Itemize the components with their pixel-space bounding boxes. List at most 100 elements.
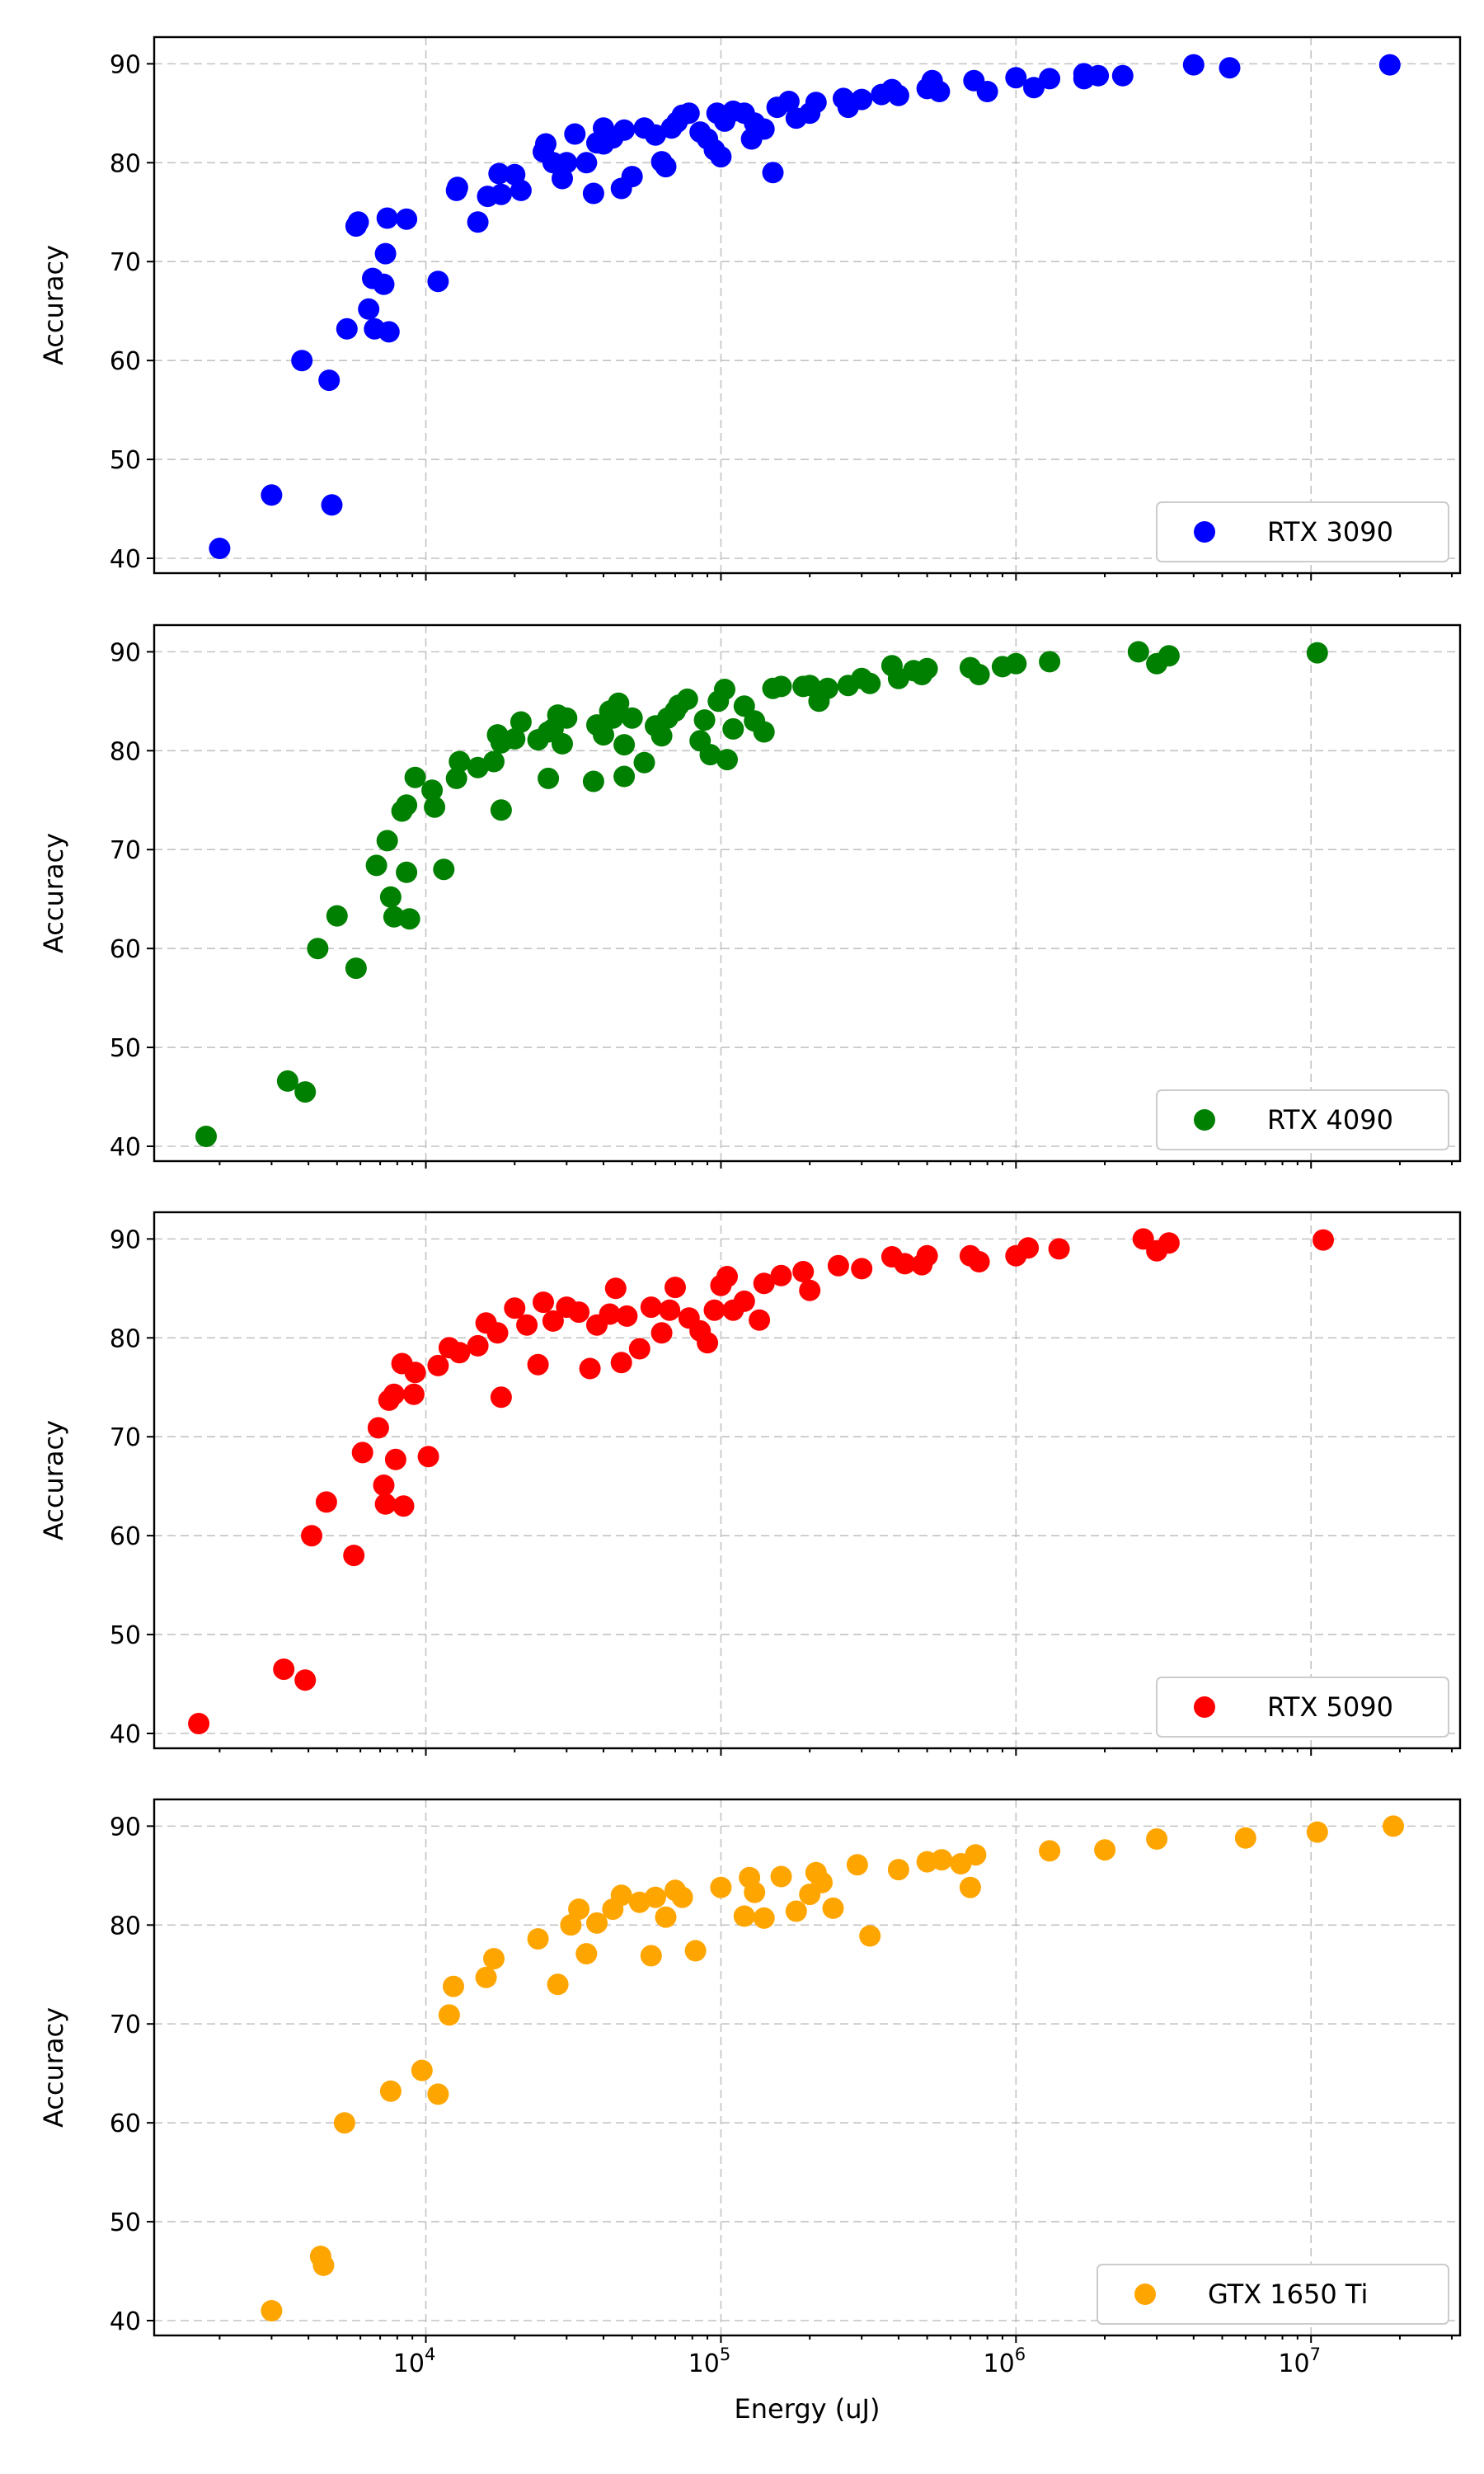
y-tick-label: 70: [110, 836, 141, 865]
data-point: [421, 779, 444, 802]
data-point: [564, 123, 586, 145]
data-point: [321, 494, 343, 516]
data-point: [504, 1297, 526, 1319]
data-point: [547, 1973, 569, 1996]
data-point: [916, 657, 938, 680]
x-tick-label: 104: [393, 2345, 436, 2378]
data-point: [343, 1545, 365, 1567]
data-point: [560, 1914, 582, 1936]
data-point: [621, 166, 643, 188]
data-point: [1219, 57, 1241, 79]
data-point: [347, 211, 369, 233]
data-point: [1005, 67, 1027, 89]
data-point: [427, 1354, 449, 1376]
data-point: [367, 1417, 389, 1439]
data-point: [579, 1357, 601, 1380]
data-point: [1039, 1840, 1061, 1862]
data-point: [424, 796, 446, 818]
data-point: [504, 727, 526, 750]
data-point: [699, 744, 721, 766]
data-point: [916, 1244, 938, 1267]
data-point: [697, 1332, 719, 1354]
data-point: [613, 119, 636, 141]
y-tick-label: 60: [110, 1522, 141, 1551]
data-point: [645, 1886, 666, 1908]
y-tick-label: 70: [110, 2011, 141, 2039]
data-point: [379, 886, 402, 908]
data-point: [188, 1713, 210, 1734]
data-point: [859, 1925, 881, 1947]
data-point: [527, 1353, 549, 1376]
data-point: [613, 765, 636, 788]
data-point: [714, 679, 735, 700]
data-point: [610, 1352, 632, 1374]
data-point: [1087, 64, 1110, 87]
legend-box: [1097, 2264, 1449, 2325]
data-point: [621, 707, 643, 729]
legend-marker: [1134, 2284, 1156, 2305]
data-point: [552, 732, 573, 755]
data-point: [209, 538, 231, 559]
y-tick-label: 50: [110, 1621, 141, 1650]
data-point: [1017, 1237, 1040, 1259]
data-point: [582, 182, 604, 205]
y-axis-label: Accuracy: [38, 245, 69, 365]
data-point: [777, 91, 800, 112]
plot-frame: [153, 35, 1462, 575]
data-point: [716, 749, 738, 771]
data-point: [510, 711, 532, 733]
data-point: [312, 2254, 335, 2276]
data-point: [195, 1126, 217, 1147]
y-tick-label: 70: [110, 1423, 141, 1452]
y-tick-label: 90: [110, 638, 141, 667]
data-point: [894, 1253, 916, 1275]
data-point: [931, 1849, 953, 1871]
data-point: [792, 1261, 815, 1282]
data-point: [616, 1305, 638, 1327]
data-point: [261, 2300, 283, 2321]
legend-label: RTX 4090: [1267, 1104, 1393, 1136]
data-point: [693, 709, 716, 731]
legend-marker: [1194, 1109, 1215, 1131]
plot-frame: [153, 623, 1462, 1163]
data-point: [710, 1876, 732, 1898]
data-point: [398, 908, 420, 930]
data-point: [753, 1272, 775, 1295]
data-point: [770, 1865, 792, 1888]
data-point: [827, 1254, 849, 1277]
data-point: [805, 92, 827, 114]
data-point: [276, 1070, 298, 1092]
data-point: [1023, 77, 1045, 99]
data-point: [650, 1322, 673, 1344]
data-point: [645, 124, 666, 146]
data-point: [887, 1859, 909, 1881]
data-point: [402, 1383, 425, 1405]
data-point: [351, 1442, 373, 1464]
y-tick-label: 50: [110, 2208, 141, 2237]
y-tick-label: 40: [110, 1720, 141, 1749]
data-point: [1127, 641, 1149, 663]
data-point: [887, 84, 909, 106]
data-point: [968, 1251, 990, 1272]
data-point: [411, 2059, 433, 2081]
data-point: [467, 211, 489, 233]
data-point: [640, 1945, 662, 1967]
y-tick-label: 90: [110, 50, 141, 79]
data-point: [1048, 1238, 1070, 1260]
data-point: [490, 1386, 512, 1409]
plot-area-rtx-3090: 40 50 60 70 80 90 Accuracy RTX 3090: [38, 35, 1462, 581]
data-point: [659, 1299, 681, 1321]
legend-marker: [1194, 521, 1215, 543]
data-point: [535, 133, 556, 155]
data-point: [749, 1309, 771, 1331]
y-axis-label: Accuracy: [38, 833, 69, 953]
data-point: [1094, 1839, 1116, 1861]
data-point: [613, 734, 636, 756]
data-point: [448, 750, 471, 773]
plot-frame: [153, 1798, 1462, 2337]
y-tick-label: 80: [110, 1912, 141, 1940]
data-point: [378, 321, 400, 343]
data-point: [976, 81, 998, 102]
data-point: [336, 317, 358, 340]
